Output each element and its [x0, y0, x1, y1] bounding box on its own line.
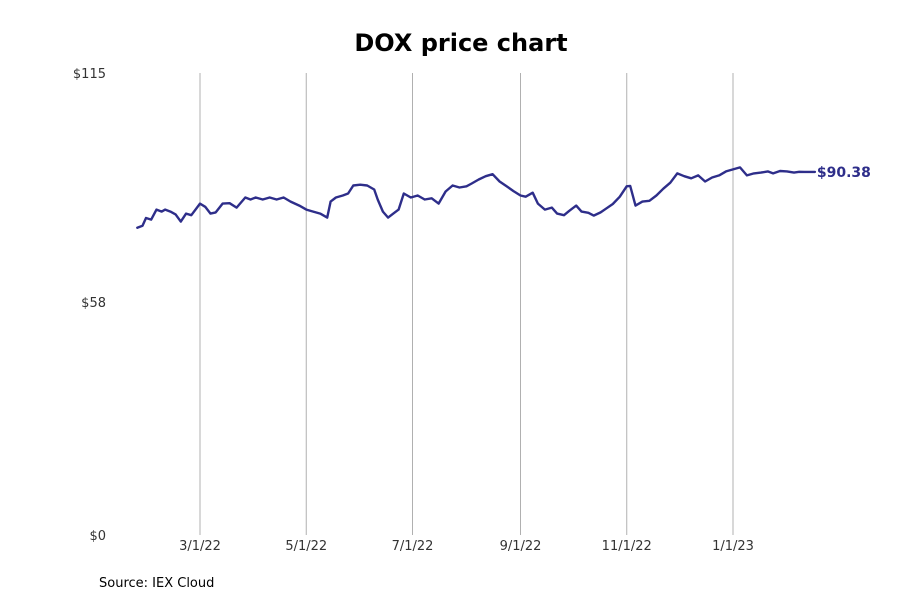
- x-tick-label: 3/1/22: [179, 539, 221, 554]
- y-tick-label: $115: [73, 67, 106, 82]
- price-series-line: [136, 166, 817, 229]
- x-tick-label: 11/1/22: [602, 539, 652, 554]
- chart-title: DOX price chart: [354, 29, 567, 57]
- x-tick-label: 7/1/22: [392, 539, 434, 554]
- x-axis-ticks: 3/1/22 5/1/22 7/1/22 9/1/22 11/1/22 1/1/23: [179, 539, 754, 554]
- y-tick-label: $58: [81, 296, 106, 311]
- source-note: Source: IEX Cloud: [99, 576, 214, 591]
- x-tick-label: 9/1/22: [500, 539, 542, 554]
- series-layer: [136, 166, 817, 229]
- last-value-label: $90.38: [817, 165, 871, 181]
- x-tick-label: 5/1/22: [285, 539, 327, 554]
- y-axis-ticks: $0 $58 $115: [73, 67, 106, 544]
- gridlines: [199, 73, 734, 535]
- x-tick-label: 1/1/23: [712, 539, 754, 554]
- y-tick-label: $0: [89, 529, 106, 544]
